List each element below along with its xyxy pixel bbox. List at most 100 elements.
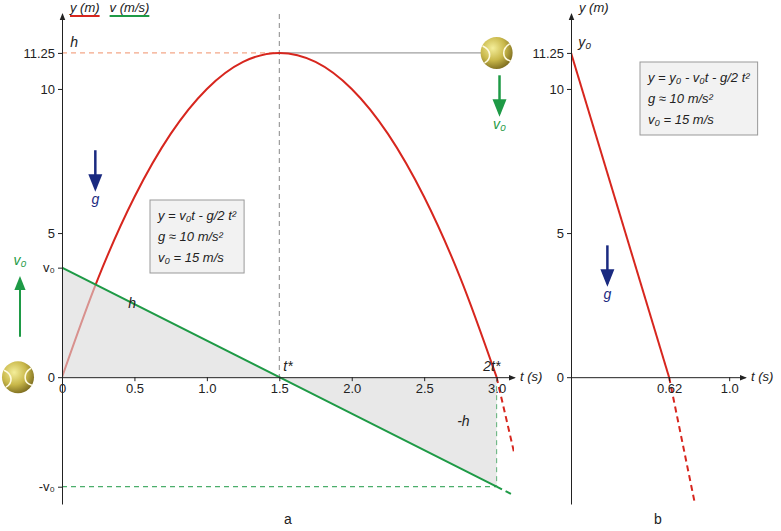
tick-mark	[58, 487, 62, 488]
tick-label: v₀	[43, 260, 55, 275]
peak-time-guide	[279, 14, 280, 377]
annotation: v₀	[493, 116, 506, 132]
annotation: g	[91, 191, 99, 207]
tick-mark	[58, 377, 62, 378]
annotations: y₀ g	[577, 34, 611, 302]
tick: -v₀	[39, 479, 62, 494]
annotations: hh-ht*2t*v₀v₀g	[14, 34, 507, 429]
tick-label: 1.5	[271, 381, 289, 396]
peak-height-guide	[62, 52, 279, 53]
vector-arrow	[498, 75, 501, 113]
tick-mark	[58, 268, 62, 269]
tick: 10	[550, 82, 571, 97]
panel: 0 0.5 1.0 1.5 2.0 2.5 3.0 -v₀ 0 v₀ 5 10 11.25 t (s) y …	[2, 0, 542, 527]
tick: 0.5	[126, 377, 144, 396]
tick-mark	[567, 53, 571, 54]
annotation: h	[128, 295, 136, 311]
panel: 0.62 1.0 0 5 10 11.25 t (s) y (m) y₀ g y = y₀ - v₀…	[532, 0, 773, 527]
tick: 11.25	[23, 46, 62, 61]
tick-mark	[58, 53, 62, 54]
tick: 1.5	[271, 377, 289, 396]
tick-label: 0	[557, 370, 564, 385]
annotation: y₀	[577, 34, 591, 50]
tick-label: 1.0	[198, 381, 216, 396]
tick: 5	[557, 226, 571, 241]
panel-caption: a	[284, 511, 292, 527]
tick: 5	[48, 226, 62, 241]
panel-caption: b	[654, 511, 662, 527]
y-axis-title: y (m)	[578, 0, 609, 15]
tick: 1.0	[198, 377, 216, 396]
tick: 0	[48, 370, 62, 385]
tick-label: 2.0	[343, 381, 361, 396]
annotation: g	[603, 286, 611, 302]
x-axis-line	[572, 377, 746, 378]
x-axis-title: t (s)	[751, 369, 773, 384]
ball-seam	[25, 368, 32, 385]
legend-label: v (m/s)	[110, 0, 150, 15]
tick-label: 3.0	[488, 381, 506, 396]
vector-arrow	[606, 245, 609, 283]
tick: 11.25	[532, 46, 571, 61]
tick-mark	[567, 233, 571, 234]
tick-label: 10	[550, 82, 564, 97]
tick-label: 11.25	[23, 46, 55, 61]
ball-seam	[483, 46, 490, 63]
tick: 0.62	[657, 377, 682, 396]
formula-line: y = v₀t - g/2 t²	[157, 208, 237, 223]
figure: 0 0.5 1.0 1.5 2.0 2.5 3.0 -v₀ 0 v₀ 5 10 11.25 t (s) y …	[0, 0, 781, 531]
tick-mark	[58, 89, 62, 90]
legend-swatch	[70, 15, 100, 17]
legend-swatch	[110, 15, 150, 17]
ball-body	[2, 361, 34, 393]
end-value-guide	[62, 486, 497, 487]
series-line	[497, 487, 514, 496]
tick-label: -v₀	[39, 479, 55, 494]
tick-label: 5	[48, 226, 55, 241]
annotation: h	[70, 34, 78, 50]
tennis-ball	[481, 37, 513, 69]
formula-line: v₀ = 15 m/s	[648, 112, 714, 127]
vector-arrow	[94, 150, 97, 188]
y-axis: 0 5 10 11.25	[532, 15, 571, 505]
tick-label: 2.5	[416, 381, 434, 396]
x-axis: 0.62 1.0	[572, 377, 746, 396]
formula-box: y = y₀ - v₀t - g/2 t² g ≈ 10 m/s² v₀ = 15 …	[640, 62, 758, 135]
plot-area	[62, 53, 514, 495]
tick-label: 11.25	[532, 46, 564, 61]
tick: 10	[41, 82, 62, 97]
x-axis-title: t (s)	[520, 369, 542, 384]
ball-body	[481, 37, 513, 69]
tick: 2.0	[343, 377, 361, 396]
tick-label: 0.62	[657, 381, 682, 396]
tick-label: 10	[41, 82, 55, 97]
vector-arrow	[19, 279, 21, 337]
guides	[62, 14, 497, 487]
formula-line: g ≈ 10 m/s²	[158, 229, 224, 244]
formula-frame	[150, 200, 244, 273]
tick: 0	[557, 370, 571, 385]
annotation: 2t*	[482, 358, 501, 374]
tick-label: 1.0	[721, 381, 739, 396]
formula-box: y = v₀t - g/2 t²g ≈ 10 m/s²v₀ = 15 m/s	[150, 200, 244, 273]
y-axis-line	[62, 15, 63, 505]
tick: 2.5	[416, 377, 434, 396]
y-axis: -v₀ 0 v₀ 5 10 11.25	[23, 15, 62, 505]
formula-line: y = y₀ - v₀t - g/2 t²	[647, 70, 750, 85]
ball-seam	[504, 44, 511, 61]
tennis-ball	[2, 361, 34, 393]
formula-line: g ≈ 10 m/s²	[648, 91, 714, 106]
tick-label: 0	[48, 370, 55, 385]
annotation: v₀	[14, 252, 27, 268]
x-axis-line	[63, 377, 515, 378]
tick-mark	[58, 233, 62, 234]
tick-mark	[567, 377, 571, 378]
y-axis-line	[571, 15, 572, 505]
ball-seam	[4, 370, 11, 387]
x-axis: 00.51.01.52.02.53.0	[59, 377, 515, 396]
annotation: t*	[283, 358, 293, 374]
tick: 3.0	[488, 377, 506, 396]
tick-label: 0.5	[126, 381, 144, 396]
ball-link	[279, 52, 496, 53]
legend-label: y (m)	[69, 0, 100, 15]
